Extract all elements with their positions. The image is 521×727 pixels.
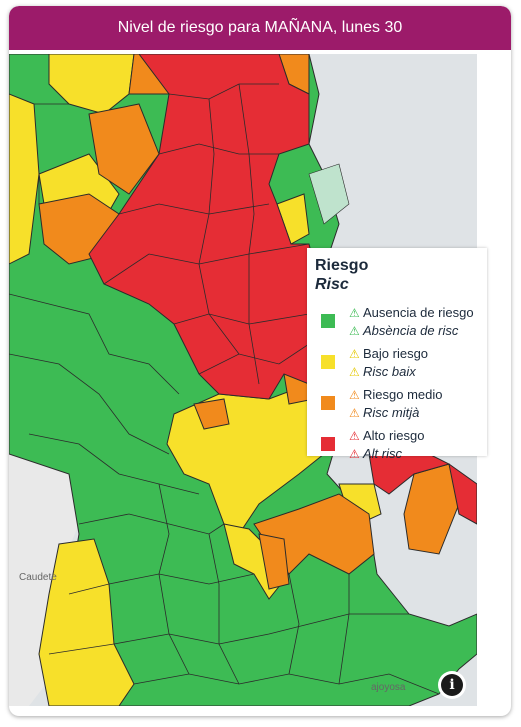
place-label-caudete: Caudete (19, 572, 57, 583)
info-glyph: i (449, 677, 455, 693)
region-yellow-west[interactable] (9, 93, 40, 265)
albufera-area (308, 163, 350, 225)
warning-triangle-icon: ⚠ (349, 324, 360, 338)
warning-triangle-icon: ⚠ (349, 347, 360, 361)
legend-label-es: Bajo riesgo (363, 346, 429, 361)
warning-triangle-icon: ⚠ (349, 429, 360, 443)
legend-label-es: Alto riesgo (363, 428, 425, 443)
region-orange-southcenter[interactable] (258, 533, 290, 590)
legend-item-medium[interactable]: ⚠ Riesgo medio ⚠ Risc mitjà (315, 386, 487, 422)
legend-label-es: Ausencia de riesgo (363, 305, 474, 320)
warning-triangle-icon: ⚠ (349, 447, 360, 461)
legend-label-va: Risc baix (363, 364, 416, 379)
region-orange-mid[interactable] (88, 103, 160, 195)
legend-label-es: Riesgo medio (363, 387, 443, 402)
info-icon[interactable]: i (441, 674, 463, 696)
legend-swatch-orange (321, 396, 335, 410)
legend-label-va: Absència de risc (363, 323, 459, 338)
legend-item-none[interactable]: ⚠ Ausencia de riesgo ⚠ Absència de risc (315, 304, 487, 340)
place-label-joyosa: ajoyosa (371, 682, 406, 693)
legend-label-va: Alt risc (363, 446, 402, 461)
legend-title: Riesgo (315, 257, 369, 274)
legend-item-low[interactable]: ⚠ Bajo riesgo ⚠ Risc baix (315, 345, 487, 381)
warning-triangle-icon: ⚠ (349, 365, 360, 379)
region-yellow-southwest[interactable] (38, 538, 135, 706)
region-orange-center[interactable] (193, 398, 230, 430)
warning-triangle-icon: ⚠ (349, 388, 360, 402)
region-red-coast[interactable] (368, 448, 477, 525)
warning-triangle-icon: ⚠ (349, 306, 360, 320)
legend-panel: Riesgo Risc ⚠ Ausencia de riesgo ⚠ Absènci… (307, 248, 487, 461)
header-title: Nivel de riesgo para MAÑANA, lunes 30 (117, 19, 403, 36)
legend-item-high[interactable]: ⚠ Alto riesgo ⚠ Alt risc (315, 427, 487, 463)
legend-swatch-red (321, 437, 335, 451)
legend-swatch-yellow (321, 355, 335, 369)
legend-subtitle: Risc (315, 276, 349, 293)
map-header: Nivel de riesgo para MAÑANA, lunes 30 (9, 6, 511, 50)
warning-triangle-icon: ⚠ (349, 406, 360, 420)
municipal-borders (9, 83, 440, 695)
legend-swatch-green (321, 314, 335, 328)
legend-label-va: Risc mitjà (363, 405, 420, 420)
